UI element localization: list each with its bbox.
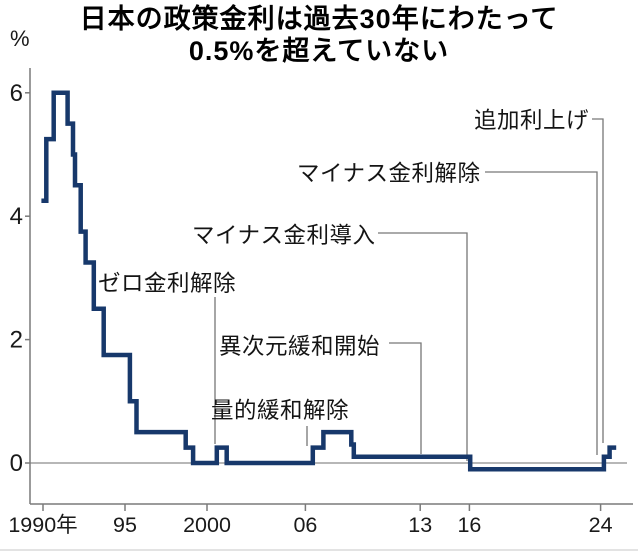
annotation-leader-line — [378, 232, 468, 461]
y-tick-label: 6 — [10, 80, 23, 107]
chart-title-line2: 0.5%を超えていない — [188, 36, 450, 66]
annotation-leader-line — [485, 171, 598, 455]
x-tick-label: 06 — [293, 513, 317, 537]
annotation-additional-rate-hike: 追加利上げ — [474, 108, 590, 133]
y-tick-label: 0 — [10, 450, 23, 477]
annotation-leader-line — [592, 118, 604, 443]
x-tick-label: 95 — [113, 513, 137, 537]
annotation-leader-line — [389, 342, 422, 454]
y-axis-unit-label: % — [10, 26, 30, 51]
x-tick-label: 24 — [589, 513, 613, 537]
x-tick-label: 16 — [457, 513, 481, 537]
x-tick-label: 1990年 — [8, 513, 77, 537]
annotation-negative-rate-intro: マイナス金利導入 — [192, 223, 376, 248]
annotation-zero-rate-policy-end: ゼロ金利解除 — [98, 271, 237, 296]
x-tick-label: 2000 — [183, 513, 231, 537]
chart-title-line1: 日本の政策金利は過去30年にわたって — [79, 4, 559, 34]
y-tick-label: 4 — [10, 203, 23, 230]
x-tick-label: 13 — [408, 513, 432, 537]
annotation-qqe-start: 異次元緩和開始 — [219, 334, 381, 359]
chart-title: 日本の政策金利は過去30年にわたって 0.5%を超えていない — [0, 3, 638, 67]
annotation-negative-rate-end: マイナス金利解除 — [297, 161, 481, 186]
y-tick-label: 2 — [10, 327, 23, 354]
annotation-quantitative-easing-end: 量的緩和解除 — [211, 398, 350, 423]
policy-rate-line — [41, 90, 617, 472]
